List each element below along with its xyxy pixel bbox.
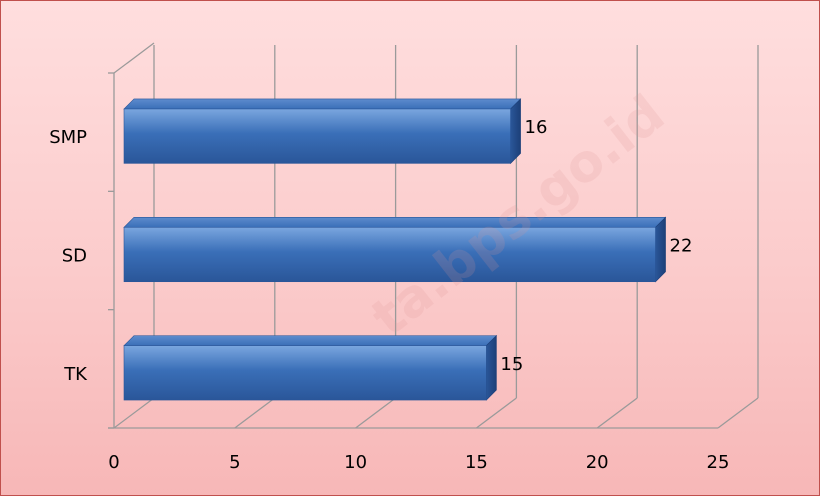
- data-label-TK: 15: [500, 354, 523, 375]
- bar-top-SMP: [123, 98, 522, 110]
- data-label-SD: 22: [670, 236, 693, 257]
- category-label-SMP: SMP: [49, 127, 87, 148]
- x-tick-label-20: 20: [586, 452, 609, 473]
- bar-top-TK: [123, 335, 498, 346]
- gridline-floor-10: [355, 397, 396, 429]
- y-axis-top-edge: [113, 42, 155, 74]
- bar-end-TK: [486, 334, 497, 401]
- bar-SD: [123, 226, 656, 283]
- x-tick-label-10: 10: [344, 452, 367, 473]
- category-label-TK: TK: [63, 364, 88, 385]
- category-label-SD: SD: [62, 246, 87, 267]
- bar-end-SMP: [510, 98, 521, 165]
- gridline-floor-15: [476, 397, 517, 429]
- bar-SMP: [123, 108, 511, 164]
- gridline-floor-20: [596, 397, 638, 429]
- x-tick-label-15: 15: [465, 452, 488, 473]
- gridline-floor-0: [113, 397, 155, 429]
- bar-TK: [123, 345, 487, 401]
- gridline-floor-25: [717, 397, 759, 429]
- x-tick-label-0: 0: [108, 452, 119, 473]
- bar-top-SD: [123, 216, 667, 228]
- x-tick-label-5: 5: [229, 452, 240, 473]
- bar-end-SD: [655, 216, 666, 283]
- gridline-floor-5: [234, 397, 276, 429]
- data-label-SMP: 16: [525, 117, 548, 138]
- x-tick-label-25: 25: [707, 452, 730, 473]
